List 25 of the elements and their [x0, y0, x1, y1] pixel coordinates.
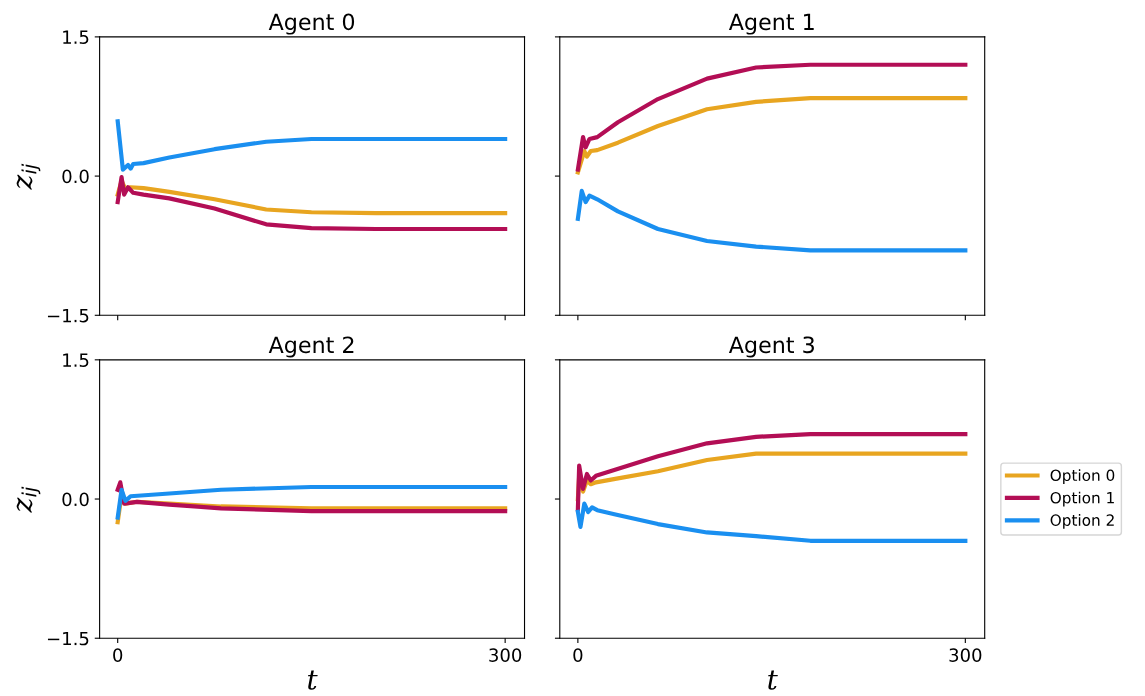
legend-label: Option 1	[1050, 491, 1114, 507]
y-tick-label: 0.0	[62, 169, 89, 184]
chart-title: Agent 3	[728, 336, 814, 358]
line-series	[115, 480, 508, 514]
chart-title: Agent 0	[268, 13, 355, 35]
y-tick-label: −1.5	[47, 308, 89, 323]
x-tick-label: 0	[113, 648, 123, 662]
y-tick-label: 1.5	[63, 30, 89, 44]
y-axis-title: z$_{ij}$	[16, 163, 41, 190]
y-tick-label: 1.5	[63, 353, 89, 367]
chart-title: Agent 2	[268, 336, 354, 358]
x-tick-label: 300	[949, 648, 982, 662]
y-tick-label: −1.5	[47, 631, 89, 646]
x-axis-title: t	[308, 670, 318, 690]
y-axis-title: z$_{ij}$	[16, 486, 41, 513]
x-tick-label: 300	[489, 648, 522, 662]
line-series	[115, 174, 508, 232]
y-tick-label: 0.0	[62, 492, 89, 507]
chart-title: Agent 1	[728, 13, 814, 35]
x-axis-title: t	[768, 670, 778, 690]
line-series	[115, 119, 508, 172]
line-series	[115, 484, 508, 520]
legend-label: Option 0	[1050, 469, 1115, 484]
x-tick-label: 0	[573, 648, 583, 662]
legend-label: Option 2	[1050, 514, 1114, 529]
